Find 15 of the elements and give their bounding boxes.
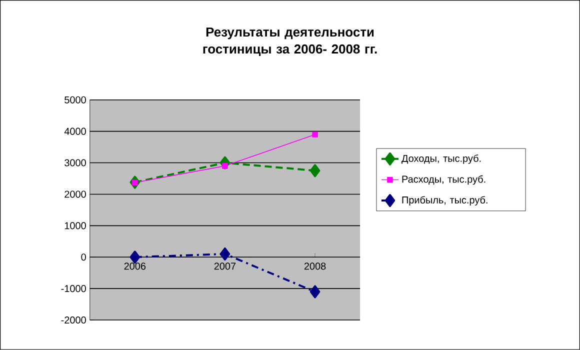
x-tick-label: 2006 [124,262,146,270]
y-tick-label: 5000 [64,96,86,104]
y-tick-label: -1000 [61,285,86,292]
y-tick-label: 1000 [64,222,86,230]
x-tick-label: 2008 [304,262,326,270]
y-tick-label: 4000 [64,128,86,135]
x-tick-label: 2007 [214,262,236,270]
y-tick-label: 3000 [64,159,86,166]
legend-label: Прибыль, тыс.руб. [402,196,488,206]
y-tick-label: -2000 [61,316,86,324]
legend-label: Доходы, тыс.руб. [402,154,481,164]
y-tick-label: 2000 [64,190,86,198]
legend-label: Расходы, тыс.руб. [402,175,486,185]
chart-title: Результаты деятельности гостиницы за 2006- 2008 гг. [203,28,377,56]
y-tick-label: 0 [81,254,86,261]
